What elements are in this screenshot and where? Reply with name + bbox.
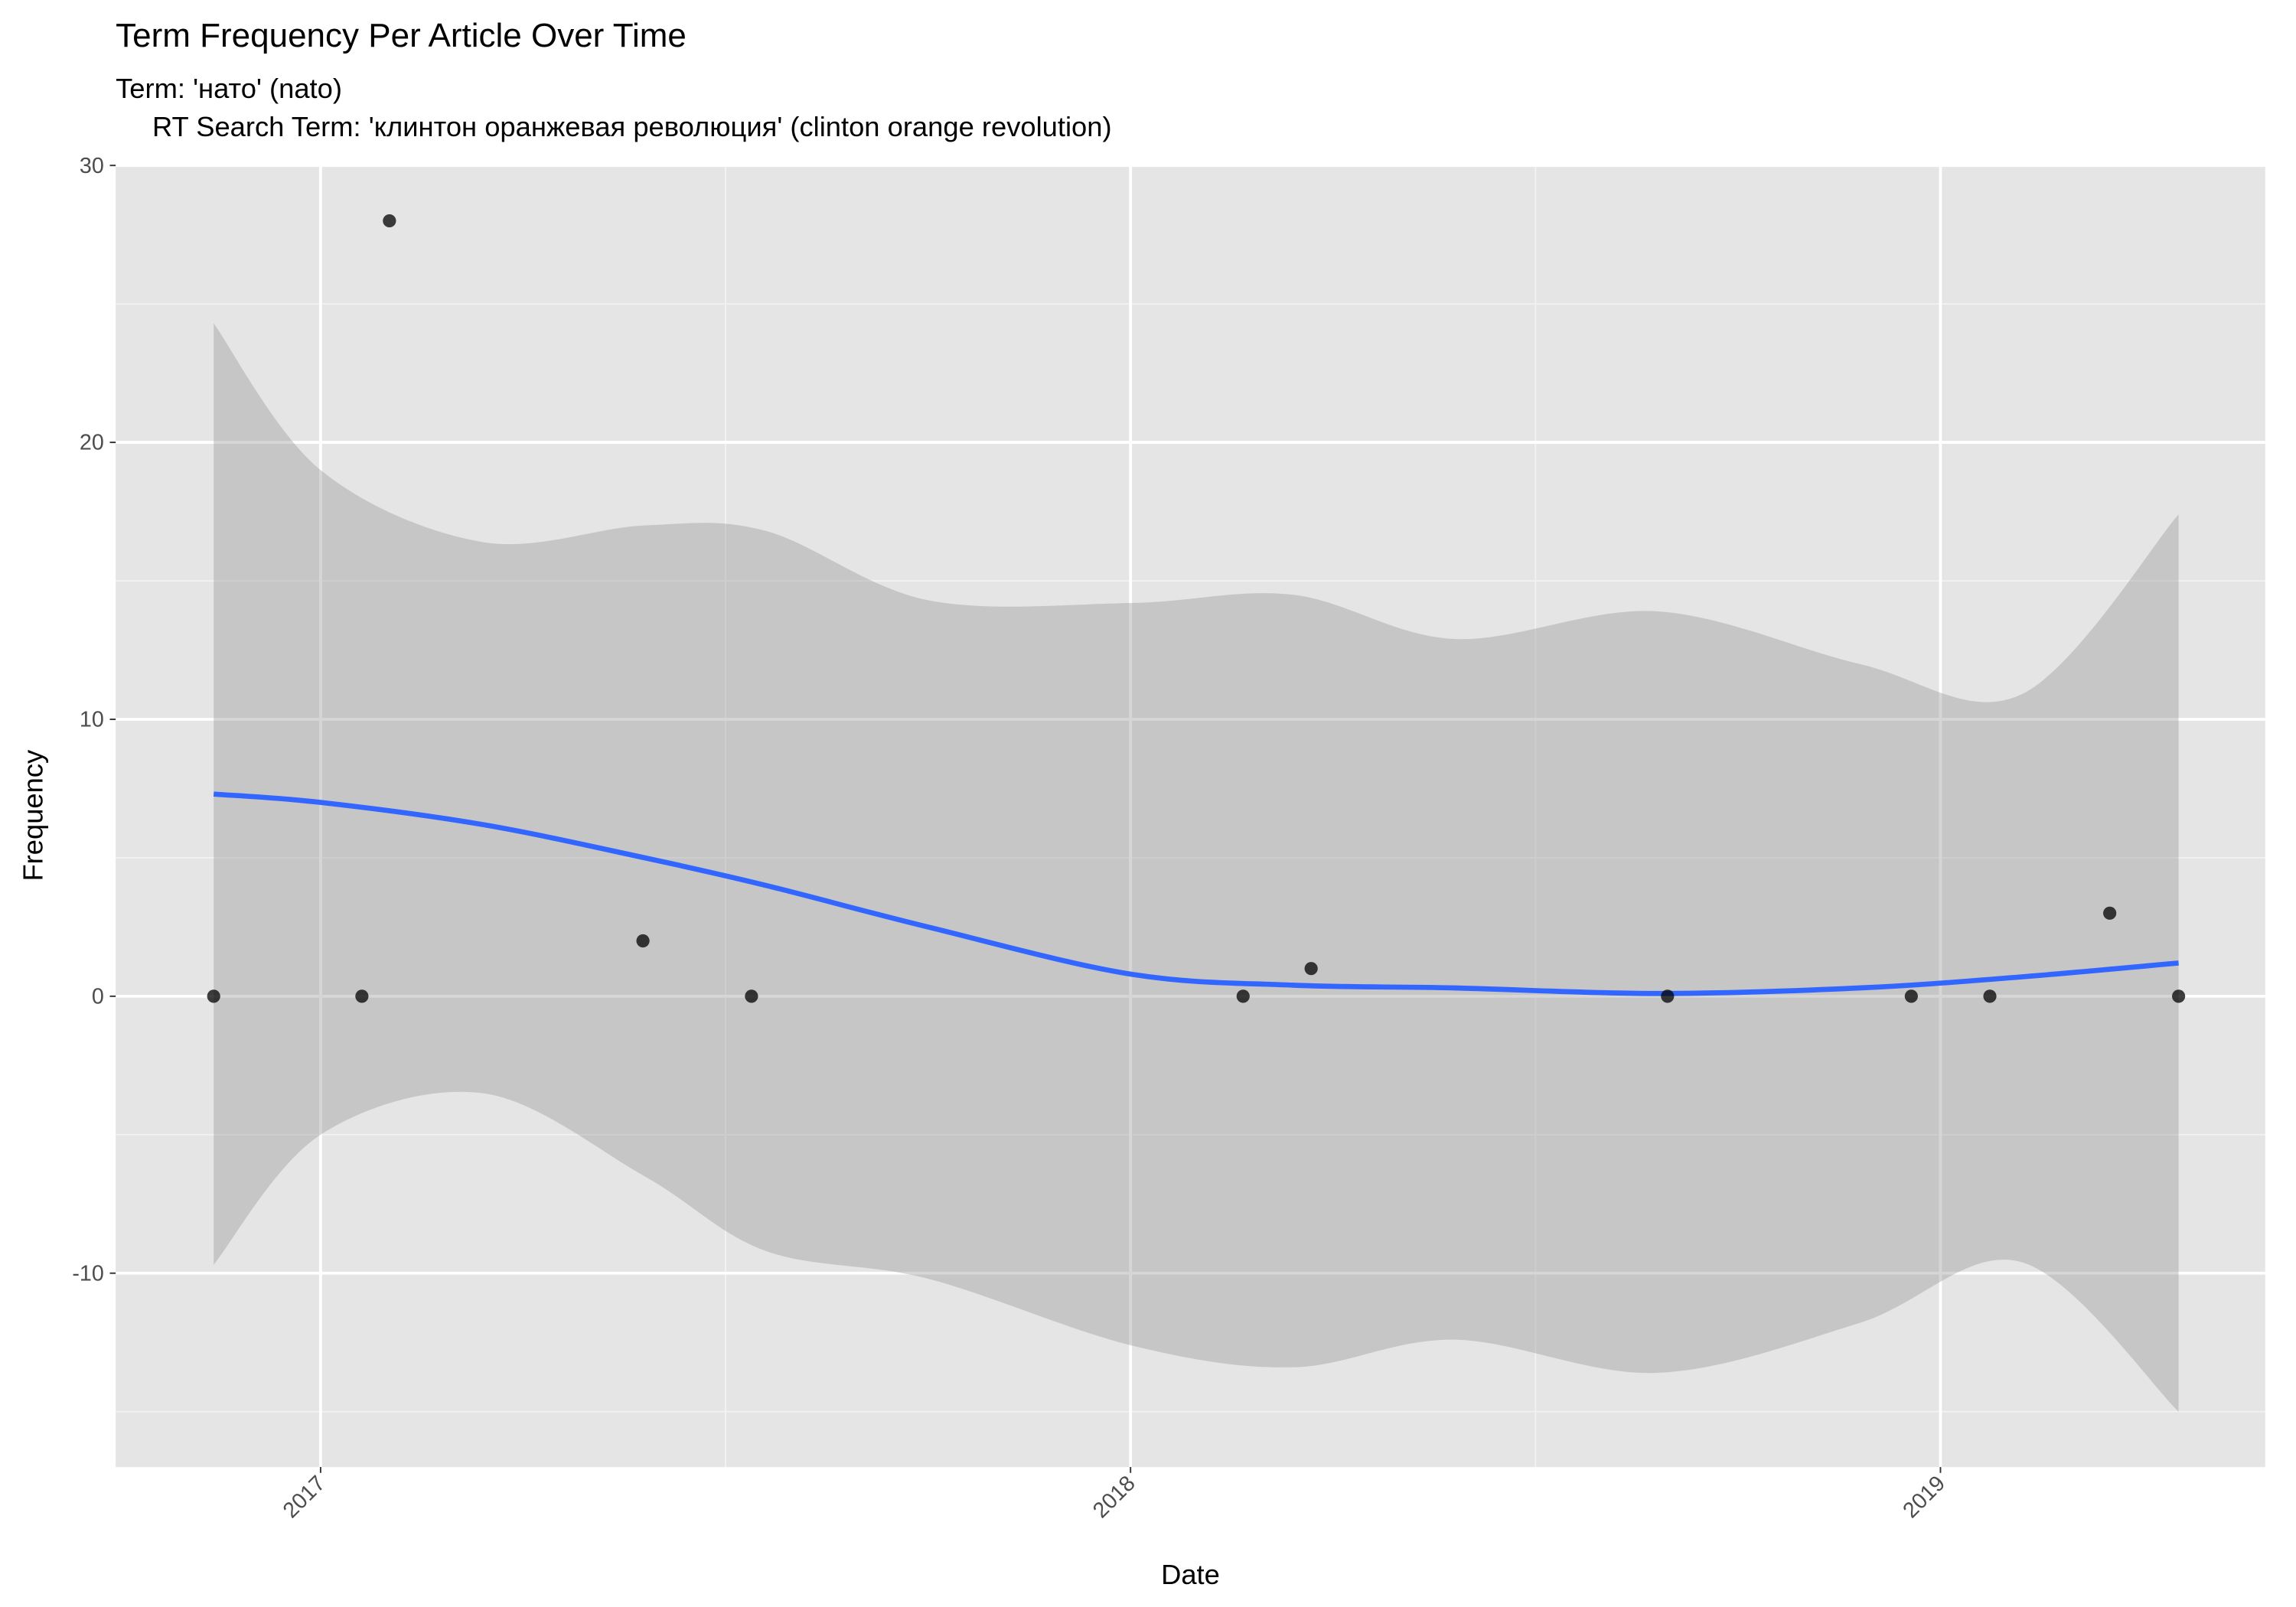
smooth-line [213,791,2179,996]
point [383,214,396,228]
y-axis-title: Frequency [17,749,48,882]
point [355,989,369,1003]
plot-panel [116,165,2265,1468]
point [1304,962,1318,976]
point [1236,989,1250,1003]
confidence-band [214,323,2179,1412]
point [1661,989,1675,1003]
point [636,934,650,948]
point [745,989,758,1003]
chart-subtitle: RT Search Term: 'клинтон оранжевая револ… [152,111,1112,142]
point [2103,906,2117,920]
y-tick-label: -10 [72,1261,103,1286]
point [207,989,220,1003]
y-tick-label: 0 [92,984,104,1009]
x-axis-title: Date [1161,1559,1220,1590]
x-tick-label: 2018 [1088,1471,1140,1523]
chart-subtitle: Term: 'нато' (nato) [116,73,342,104]
x-tick-label: 2017 [279,1471,331,1523]
chart-title: Term Frequency Per Article Over Time [116,17,687,54]
y-tick-label: 20 [80,431,104,455]
x-tick-label: 2019 [1898,1471,1950,1523]
y-tick-label: 30 [80,154,104,178]
point [1983,989,1997,1003]
point [2171,989,2186,1003]
point [1904,989,1918,1003]
y-tick-label: 10 [80,708,104,732]
